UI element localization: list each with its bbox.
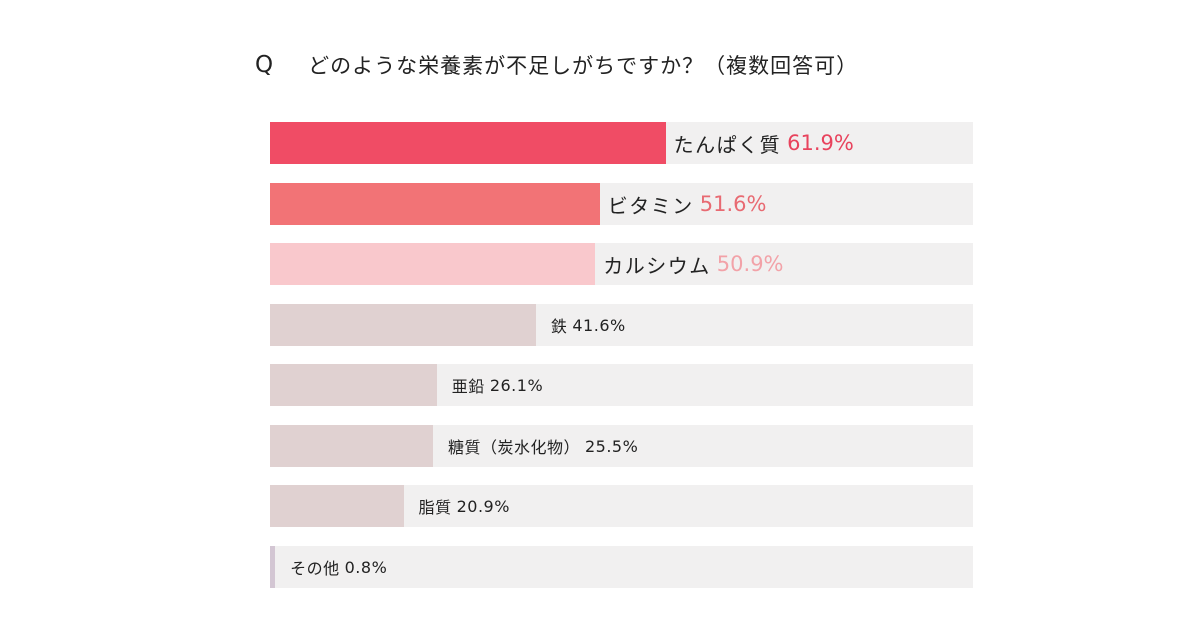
question-text: どのような栄養素が不足しがちですか？（複数回答可） — [308, 54, 859, 78]
bar — [270, 122, 666, 164]
bar-label: 亜鉛 26.1% — [452, 364, 543, 406]
category-label: 脂質 — [418, 498, 452, 517]
bar — [270, 304, 536, 346]
bar-track: カルシウム 50.9% — [270, 243, 973, 285]
category-label: 鉄 — [550, 317, 568, 336]
bar-track: ビタミン 51.6% — [270, 183, 973, 225]
bar-label: ビタミン 51.6% — [608, 183, 767, 225]
bar-label: カルシウム 50.9% — [603, 243, 783, 285]
bar-label: その他 0.8% — [290, 546, 387, 588]
category-label: たんぱく質 — [673, 132, 782, 157]
bar-label: 糖質（炭水化物） 25.5% — [448, 425, 638, 467]
bar-track: 鉄 41.6% — [270, 304, 973, 346]
value-label: 51.6% — [699, 192, 767, 216]
bar-track: 脂質 20.9% — [270, 485, 973, 527]
bar-label: 鉄 41.6% — [551, 304, 626, 346]
category-label: 糖質（炭水化物） — [447, 438, 580, 457]
bar — [270, 485, 404, 527]
value-label: 41.6% — [572, 315, 626, 335]
category-label: 亜鉛 — [451, 377, 485, 396]
bar — [270, 243, 596, 285]
bar — [270, 183, 600, 225]
category-label: その他 — [290, 559, 340, 578]
bar — [270, 425, 433, 467]
question-marker: Q — [255, 52, 275, 78]
category-label: ビタミン — [607, 193, 694, 218]
chart-title: Q どのような栄養素が不足しがちですか？（複数回答可） — [255, 48, 858, 82]
value-label: 20.9% — [456, 496, 510, 516]
value-label: 26.1% — [489, 375, 544, 395]
value-label: 0.8% — [344, 557, 388, 577]
bar-label: 脂質 20.9% — [419, 485, 510, 527]
category-label: カルシウム — [603, 253, 711, 278]
bar-track: その他 0.8% — [270, 546, 973, 588]
value-label: 25.5% — [584, 436, 639, 456]
bar-label: たんぱく質 61.9% — [674, 122, 854, 164]
value-label: 50.9% — [716, 252, 784, 276]
bar-track: たんぱく質 61.9% — [270, 122, 973, 164]
bar-track: 亜鉛 26.1% — [270, 364, 973, 406]
value-label: 61.9% — [787, 131, 854, 155]
bar — [270, 364, 437, 406]
bar — [270, 546, 276, 588]
bar-track: 糖質（炭水化物） 25.5% — [270, 425, 973, 467]
